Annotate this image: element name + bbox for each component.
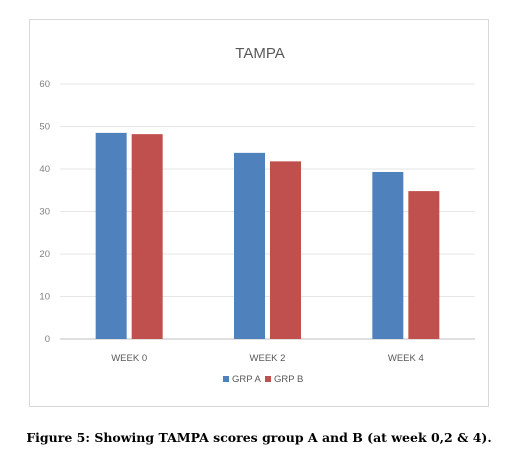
bar-grp-a-week-2: [234, 152, 265, 339]
tampa-bar-chart: TAMPA 0 10 20 30 40 50 60 WEEK 0 WEEK 2 WEEK 4 G…: [39, 45, 475, 385]
y-tick-label: 50: [39, 122, 50, 133]
bar-grp-a-week-4: [372, 171, 404, 339]
bar-grp-b-week-2: [270, 161, 301, 339]
x-axis-ticks: WEEK 0 WEEK 2 WEEK 4: [111, 353, 424, 364]
chart-title: TAMPA: [235, 45, 284, 62]
legend-label: GRP A: [232, 374, 262, 385]
y-tick-label: 20: [39, 249, 50, 260]
y-tick-label: 0: [45, 334, 50, 345]
y-axis-ticks: 0 10 20 30 40 50 60: [39, 79, 50, 345]
y-tick-label: 10: [39, 292, 50, 303]
x-tick-label: WEEK 4: [388, 353, 424, 364]
y-tick-label: 60: [39, 79, 50, 90]
y-tick-label: 40: [39, 164, 50, 175]
legend: GRP A GRP B: [223, 374, 303, 385]
x-tick-label: WEEK 0: [111, 353, 147, 364]
bars: [95, 132, 440, 339]
gridlines: [60, 83, 475, 340]
x-tick-label: WEEK 2: [250, 353, 286, 364]
legend-swatch: [223, 376, 229, 382]
bar-grp-a-week-0: [95, 132, 127, 339]
y-tick-label: 30: [39, 207, 50, 218]
legend-label: GRP B: [274, 374, 303, 385]
chart-frame: TAMPA 0 10 20 30 40 50 60 WEEK 0 WEEK 2 WEEK 4 G…: [29, 19, 489, 407]
figure-caption: Figure 5: Showing TAMPA scores group A a…: [26, 430, 492, 445]
bar-grp-b-week-4: [408, 191, 440, 339]
legend-swatch: [265, 376, 271, 382]
bar-grp-b-week-0: [131, 134, 163, 339]
